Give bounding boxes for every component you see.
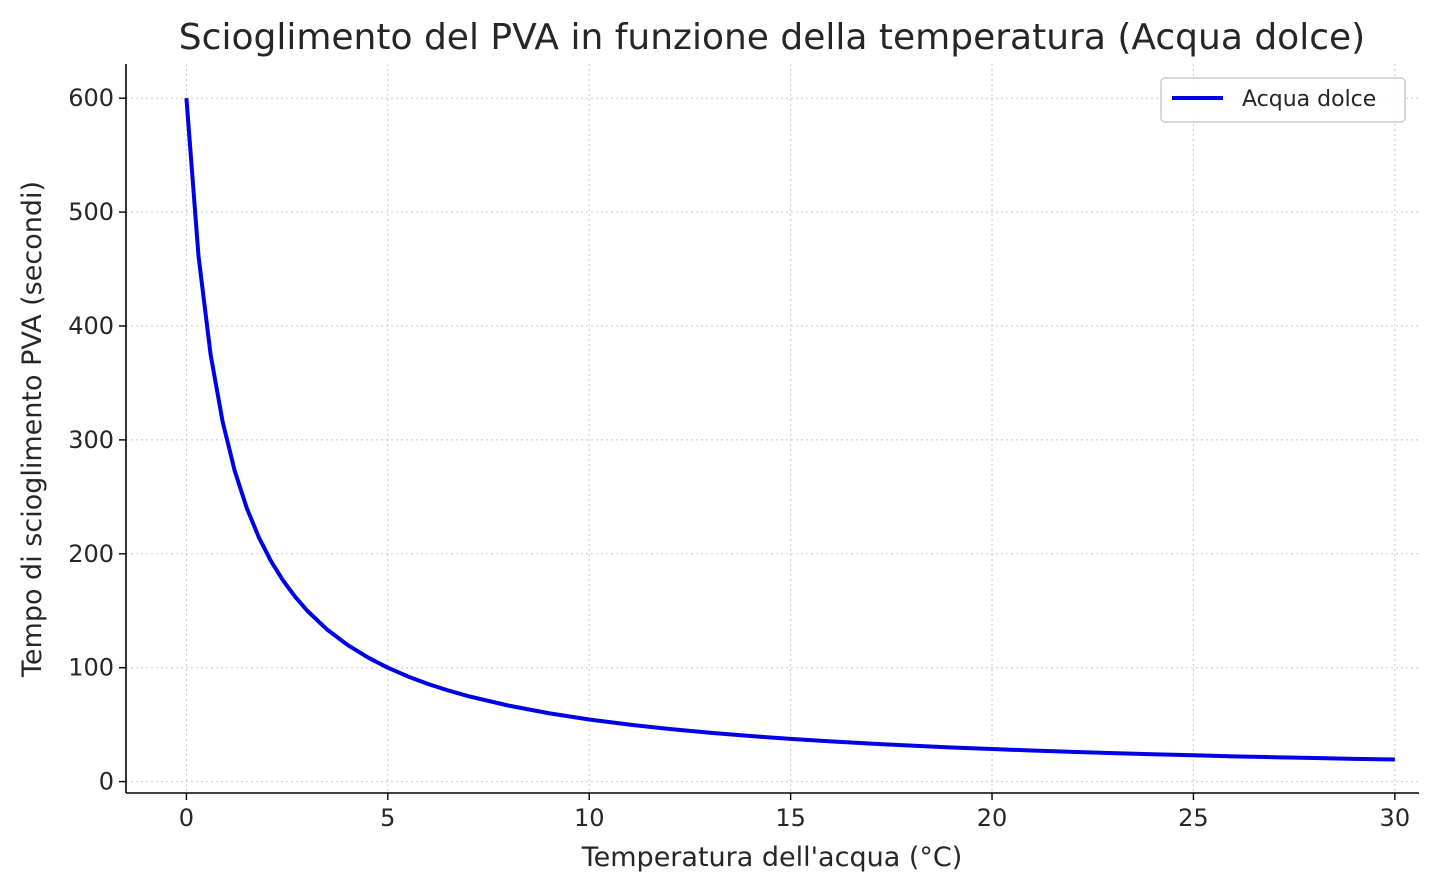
legend: Acqua dolce <box>1160 77 1406 123</box>
y-tick-label-0: 0 <box>99 768 114 796</box>
x-tick-label-15: 15 <box>775 804 806 832</box>
chart-title: Scioglimento del PVA in funzione della t… <box>179 17 1365 58</box>
axes <box>125 64 1419 794</box>
series-line-0 <box>184 98 1395 762</box>
y-tick-label-500: 500 <box>68 198 114 226</box>
x-tick-label-25: 25 <box>1178 804 1209 832</box>
x-tick-label-20: 20 <box>977 804 1008 832</box>
y-tick-label-300: 300 <box>68 426 114 454</box>
legend-frame <box>1160 77 1406 123</box>
y-axis-ticks: 0 100 200 300 400 500 600 <box>68 84 126 796</box>
x-tick-label-0: 0 <box>179 804 194 832</box>
grid <box>126 64 1419 793</box>
x-axis-label: Temperatura dell'acqua (°C) <box>581 842 963 873</box>
y-tick-label-600: 600 <box>68 84 114 112</box>
x-tick-label-30: 30 <box>1380 804 1411 832</box>
series-layer <box>184 98 1395 762</box>
legend-label-acqua-dolce: Acqua dolce <box>1242 87 1376 112</box>
y-axis-label: Tempo di scioglimento PVA (secondi) <box>17 181 48 678</box>
x-tick-label-10: 10 <box>574 804 605 832</box>
y-tick-label-100: 100 <box>68 654 114 682</box>
y-tick-label-400: 400 <box>68 312 114 340</box>
y-tick-label-200: 200 <box>68 540 114 568</box>
x-tick-label-5: 5 <box>380 804 395 832</box>
x-axis-ticks: 0 5 10 15 20 25 30 <box>179 793 1410 832</box>
